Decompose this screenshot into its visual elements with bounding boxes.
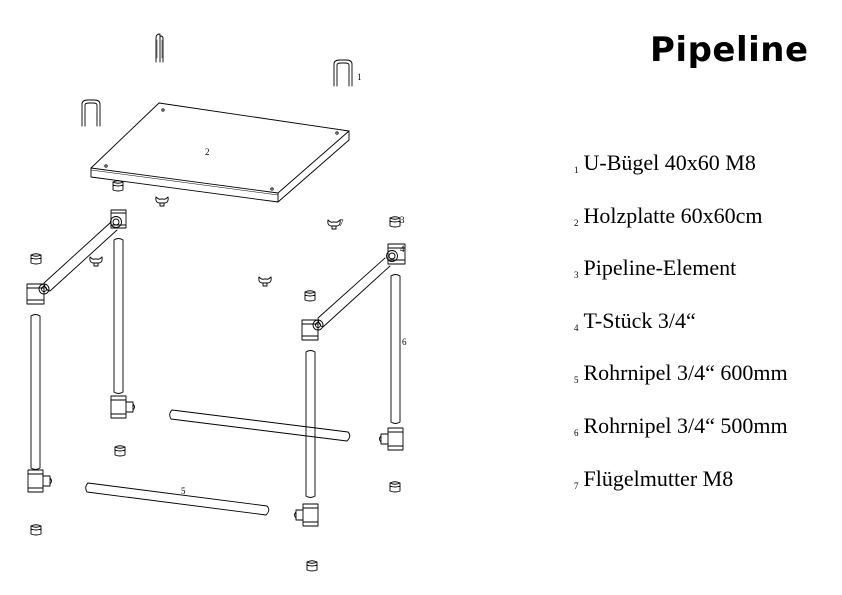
pipe-nipple-vertical [114,239,123,394]
pipe-nipple-horizontal [170,410,350,441]
callout-2: 2 [205,147,210,157]
parts-list-item: 3 Pipeline-Element [574,255,788,308]
part-name: U-Bügel 40x60 M8 [583,150,756,175]
part-number: 4 [574,322,579,333]
callout-1: 1 [357,72,362,82]
exploded-assembly-drawing: 1 2 3 4 5 6 7 [0,0,407,595]
pipe-element [307,561,317,571]
part-number: 2 [574,217,579,228]
u-bolt [82,100,100,126]
parts-list-item: 7 Flügelmutter M8 [574,466,788,519]
pipe-element [390,482,400,492]
callout-4: 4 [400,244,405,254]
callout-5: 5 [181,486,186,496]
pipe-nipple-diagonal [318,258,390,327]
tee-fitting [380,428,404,450]
tee-fitting [295,504,319,526]
part-number: 7 [574,480,579,491]
part-number: 3 [574,270,579,281]
part-number: 5 [574,375,579,386]
part-name: Pipeline-Element [583,255,737,281]
tee-fitting [302,320,323,340]
page-title: Pipeline [650,30,809,70]
u-bolt [156,34,163,62]
u-bolt [334,60,352,86]
parts-list-item: 5 Rohrnipel 3/4“ 600mm [574,360,788,413]
wing-nut [156,197,168,206]
pipe-nipple-horizontal [86,483,269,515]
wing-nut [90,257,102,266]
parts-list-item: 4 T-Stück 3/4“ [574,308,788,361]
wooden-board [91,103,349,202]
parts-list-item: 2 Holzplatte 60x60cm [574,203,788,256]
callout-6: 6 [402,337,407,347]
part-name: Rohrnipel 3/4“ 500mm [583,412,788,438]
part-number: 6 [574,427,579,438]
pipe-element [305,291,315,301]
part-name: Rohrnipel 3/4“ 600mm [583,360,788,386]
tee-fitting [28,470,52,492]
pipe-nipple-vertical [391,275,400,424]
callout-3: 3 [400,215,405,225]
wing-nut [259,277,271,286]
callout-7: 7 [339,218,344,228]
tee-fitting [111,210,127,228]
pipe-element [31,254,41,264]
parts-list-item: 6 Rohrnipel 3/4“ 500mm [574,413,788,466]
part-name: T-Stück 3/4“ [583,307,696,333]
pipe-nipple-vertical [306,351,315,498]
pipe-element [31,525,41,535]
pipe-element [390,217,400,227]
wing-nut [328,220,340,229]
part-number: 1 [574,165,579,175]
part-name: Holzplatte 60x60cm [583,202,763,228]
pipe-nipple-diagonal [44,222,117,291]
pipe-nipple-vertical [31,315,40,470]
tee-fitting [111,396,135,418]
parts-list-item: 1 U-Bügel 40x60 M8 [574,150,788,203]
tee-fitting [27,284,49,304]
tee-fitting [387,244,406,264]
pipe-element [113,181,123,191]
part-name: Flügelmutter M8 [583,465,734,491]
pipe-element [115,446,125,456]
